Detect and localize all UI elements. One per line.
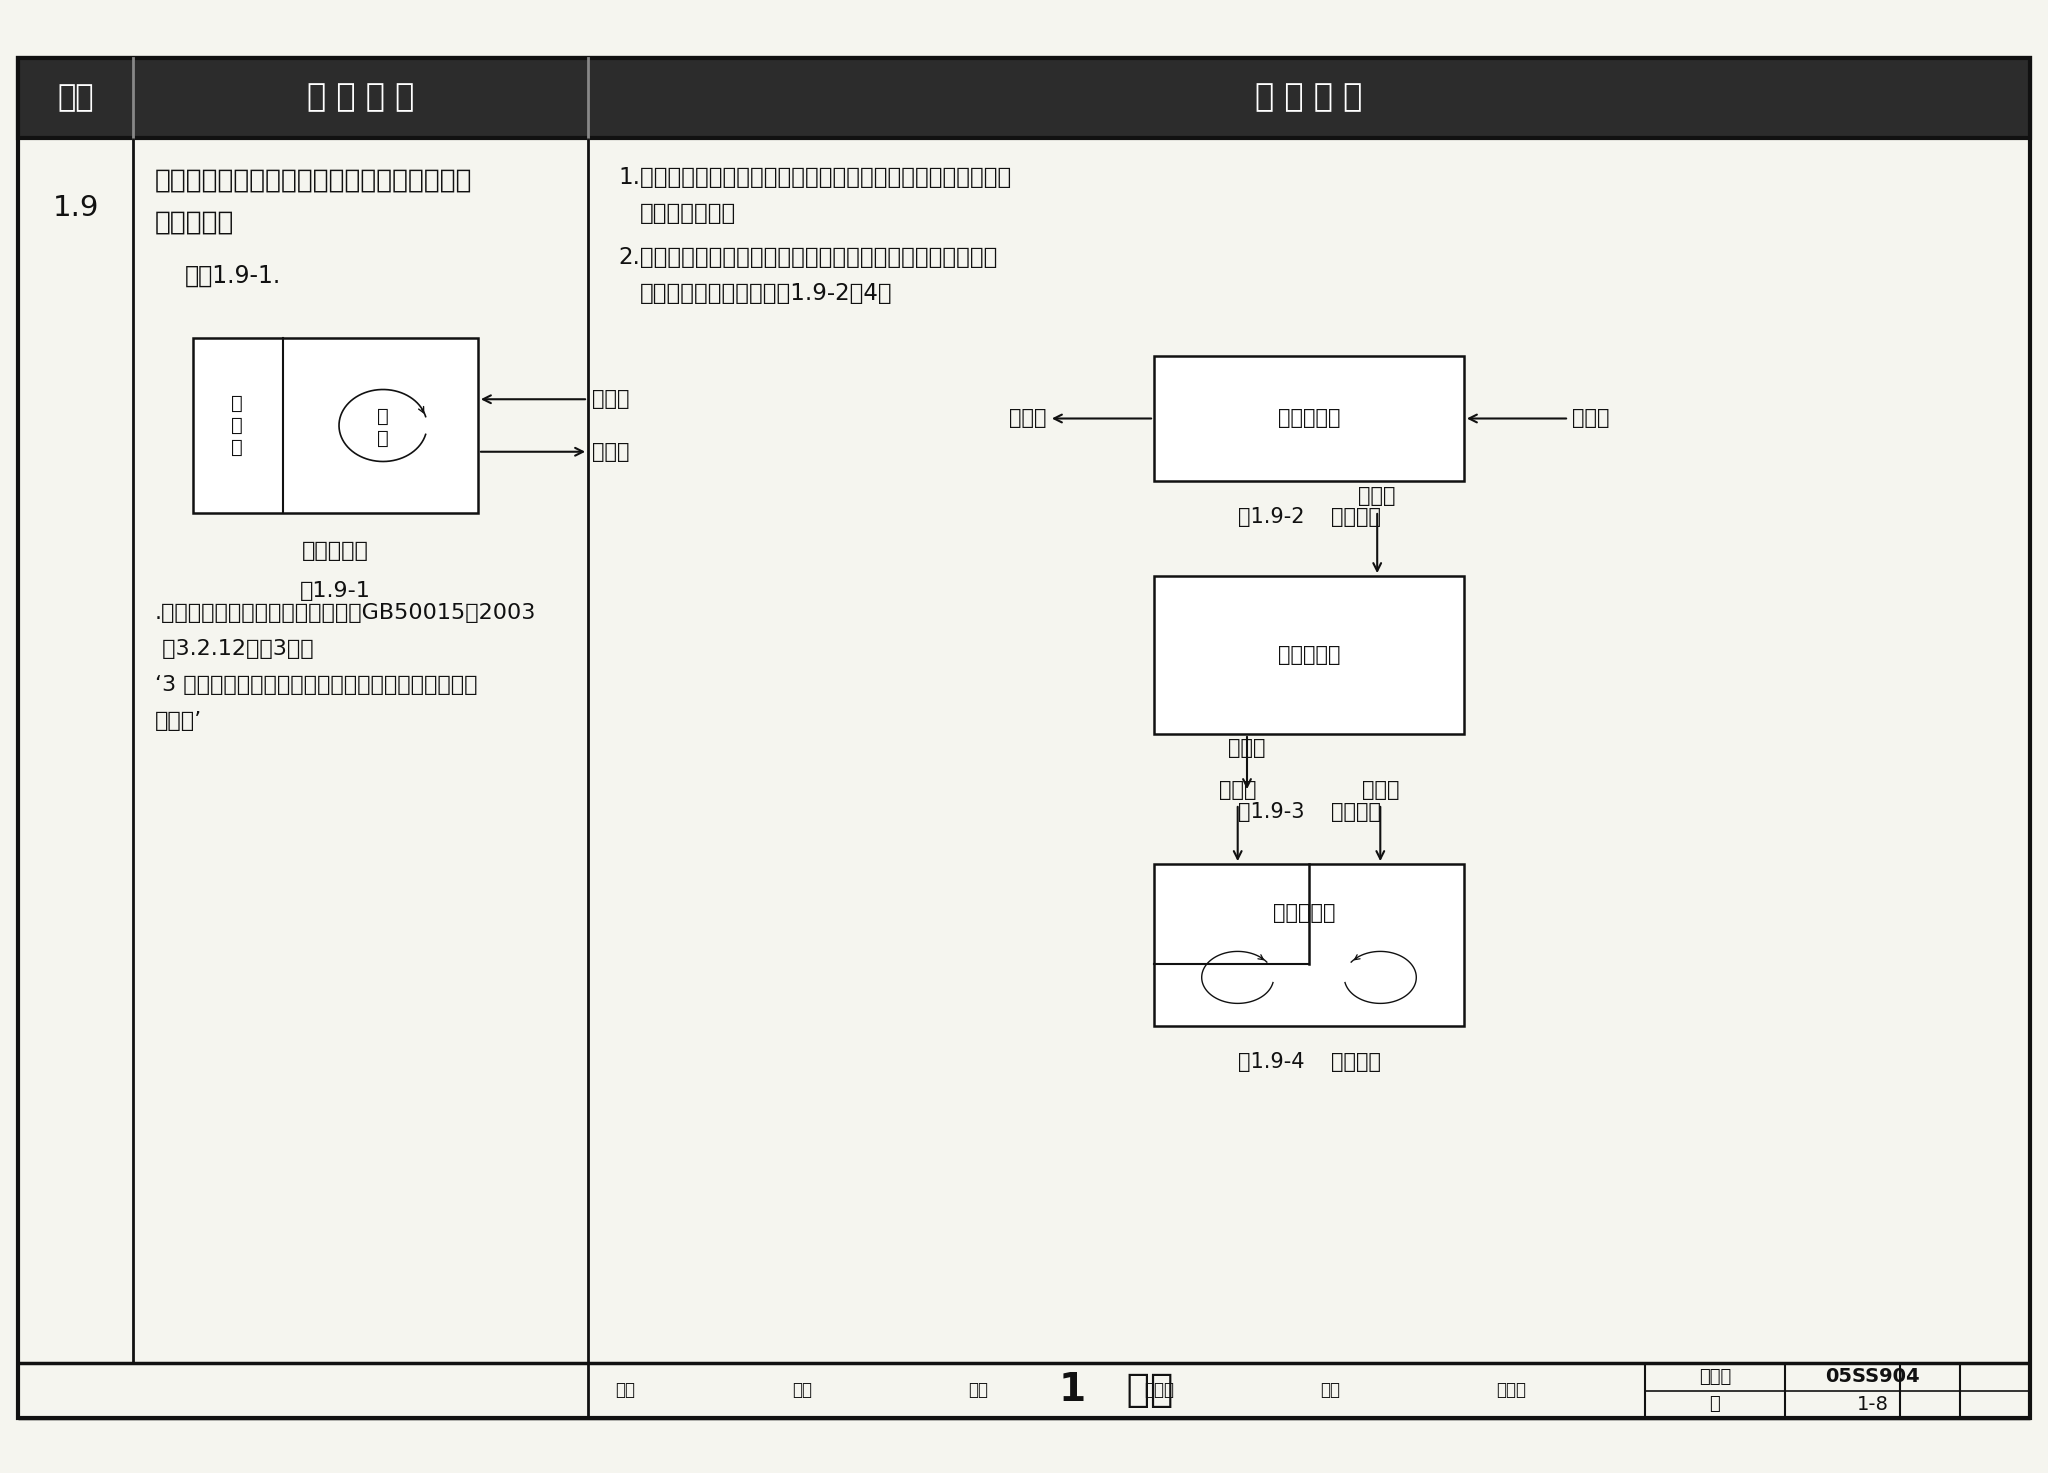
Text: 见图1.9-1.: 见图1.9-1.	[184, 264, 281, 289]
Bar	[18, 57, 2030, 138]
Text: ‘3 进出水管布置不得产生水流短路，必要时应设导流: ‘3 进出水管布置不得产生水流短路，必要时应设导流	[156, 675, 477, 695]
Text: 短
流: 短 流	[377, 407, 389, 448]
Text: 出水管: 出水管	[1229, 738, 1266, 759]
Text: 1.9: 1.9	[53, 194, 98, 222]
Text: 出水管: 出水管	[592, 442, 629, 461]
Text: 孙组龙: 孙组龙	[1497, 1382, 1526, 1399]
Text: 设计: 设计	[1321, 1382, 1339, 1399]
Text: 死
水
区: 死 水 区	[231, 393, 244, 457]
Text: 水池（箱）: 水池（箱）	[301, 541, 369, 561]
Text: .违反了《建筑给水排水设计规范》GB50015－2003: .违反了《建筑给水排水设计规范》GB50015－2003	[156, 602, 537, 623]
Text: 改 进 措 施: 改 进 措 施	[1255, 82, 1362, 113]
Text: 进水管: 进水管	[1358, 486, 1397, 507]
Text: 序号: 序号	[57, 84, 94, 112]
Text: 图1.9-2    对置布置: 图1.9-2 对置布置	[1237, 507, 1380, 527]
Text: 常 见 问 题: 常 见 问 题	[307, 82, 414, 113]
Text: 装置。’: 装置。’	[156, 711, 203, 731]
Text: 1.水池（箱）进、出水管同侧布置容易产生短流，形成死水区，: 1.水池（箱）进、出水管同侧布置容易产生短流，形成死水区，	[618, 166, 1012, 189]
Text: 水质不能保证。: 水质不能保证。	[639, 202, 735, 225]
Text: 进水管: 进水管	[1362, 781, 1399, 800]
Text: 校对: 校对	[969, 1382, 987, 1399]
Text: 页: 页	[1710, 1395, 1720, 1413]
Bar	[1153, 576, 1464, 734]
Text: 05SS904: 05SS904	[1825, 1367, 1919, 1386]
Text: 进水管: 进水管	[1573, 408, 1610, 429]
Text: 图1.9-3    异侧布置: 图1.9-3 异侧布置	[1237, 801, 1380, 822]
Text: 审核: 审核	[616, 1382, 635, 1399]
Text: 1-8: 1-8	[1858, 1395, 1888, 1414]
Text: 水池（箱）: 水池（箱）	[1272, 903, 1335, 922]
Text: 出水管: 出水管	[1008, 408, 1047, 429]
Text: 出水管: 出水管	[1219, 781, 1257, 800]
Text: 2.进、出水管采取对置布置，异侧布置或加导流板，尽量避免: 2.进、出水管采取对置布置，异侧布置或加导流板，尽量避免	[618, 246, 997, 270]
Text: 图1.9-1: 图1.9-1	[301, 580, 371, 601]
Text: 水池（箱）: 水池（箱）	[1278, 408, 1339, 429]
Bar	[1153, 865, 1464, 1027]
Text: 水池（箱）: 水池（箱）	[1278, 645, 1339, 664]
Text: 宿秀明: 宿秀明	[1145, 1382, 1174, 1399]
Text: 图集号: 图集号	[1700, 1368, 1731, 1386]
Text: 1   给水: 1 给水	[1059, 1371, 1174, 1410]
Bar	[193, 337, 477, 513]
Text: 生活饮用水池（箱）进、出水管在同一侧，未: 生活饮用水池（箱）进、出水管在同一侧，未	[156, 168, 473, 194]
Text: 设导流装置: 设导流装置	[156, 211, 233, 236]
Bar	[1153, 356, 1464, 482]
Text: 贾苇: 贾苇	[793, 1382, 811, 1399]
Text: 第3.2.12条第3款。: 第3.2.12条第3款。	[156, 639, 313, 658]
Text: 产生短流和死水区，见图1.9-2～4。: 产生短流和死水区，见图1.9-2～4。	[639, 281, 893, 305]
Text: 图1.9-4    加导流板: 图1.9-4 加导流板	[1237, 1052, 1380, 1072]
Text: 进水管: 进水管	[592, 389, 629, 409]
